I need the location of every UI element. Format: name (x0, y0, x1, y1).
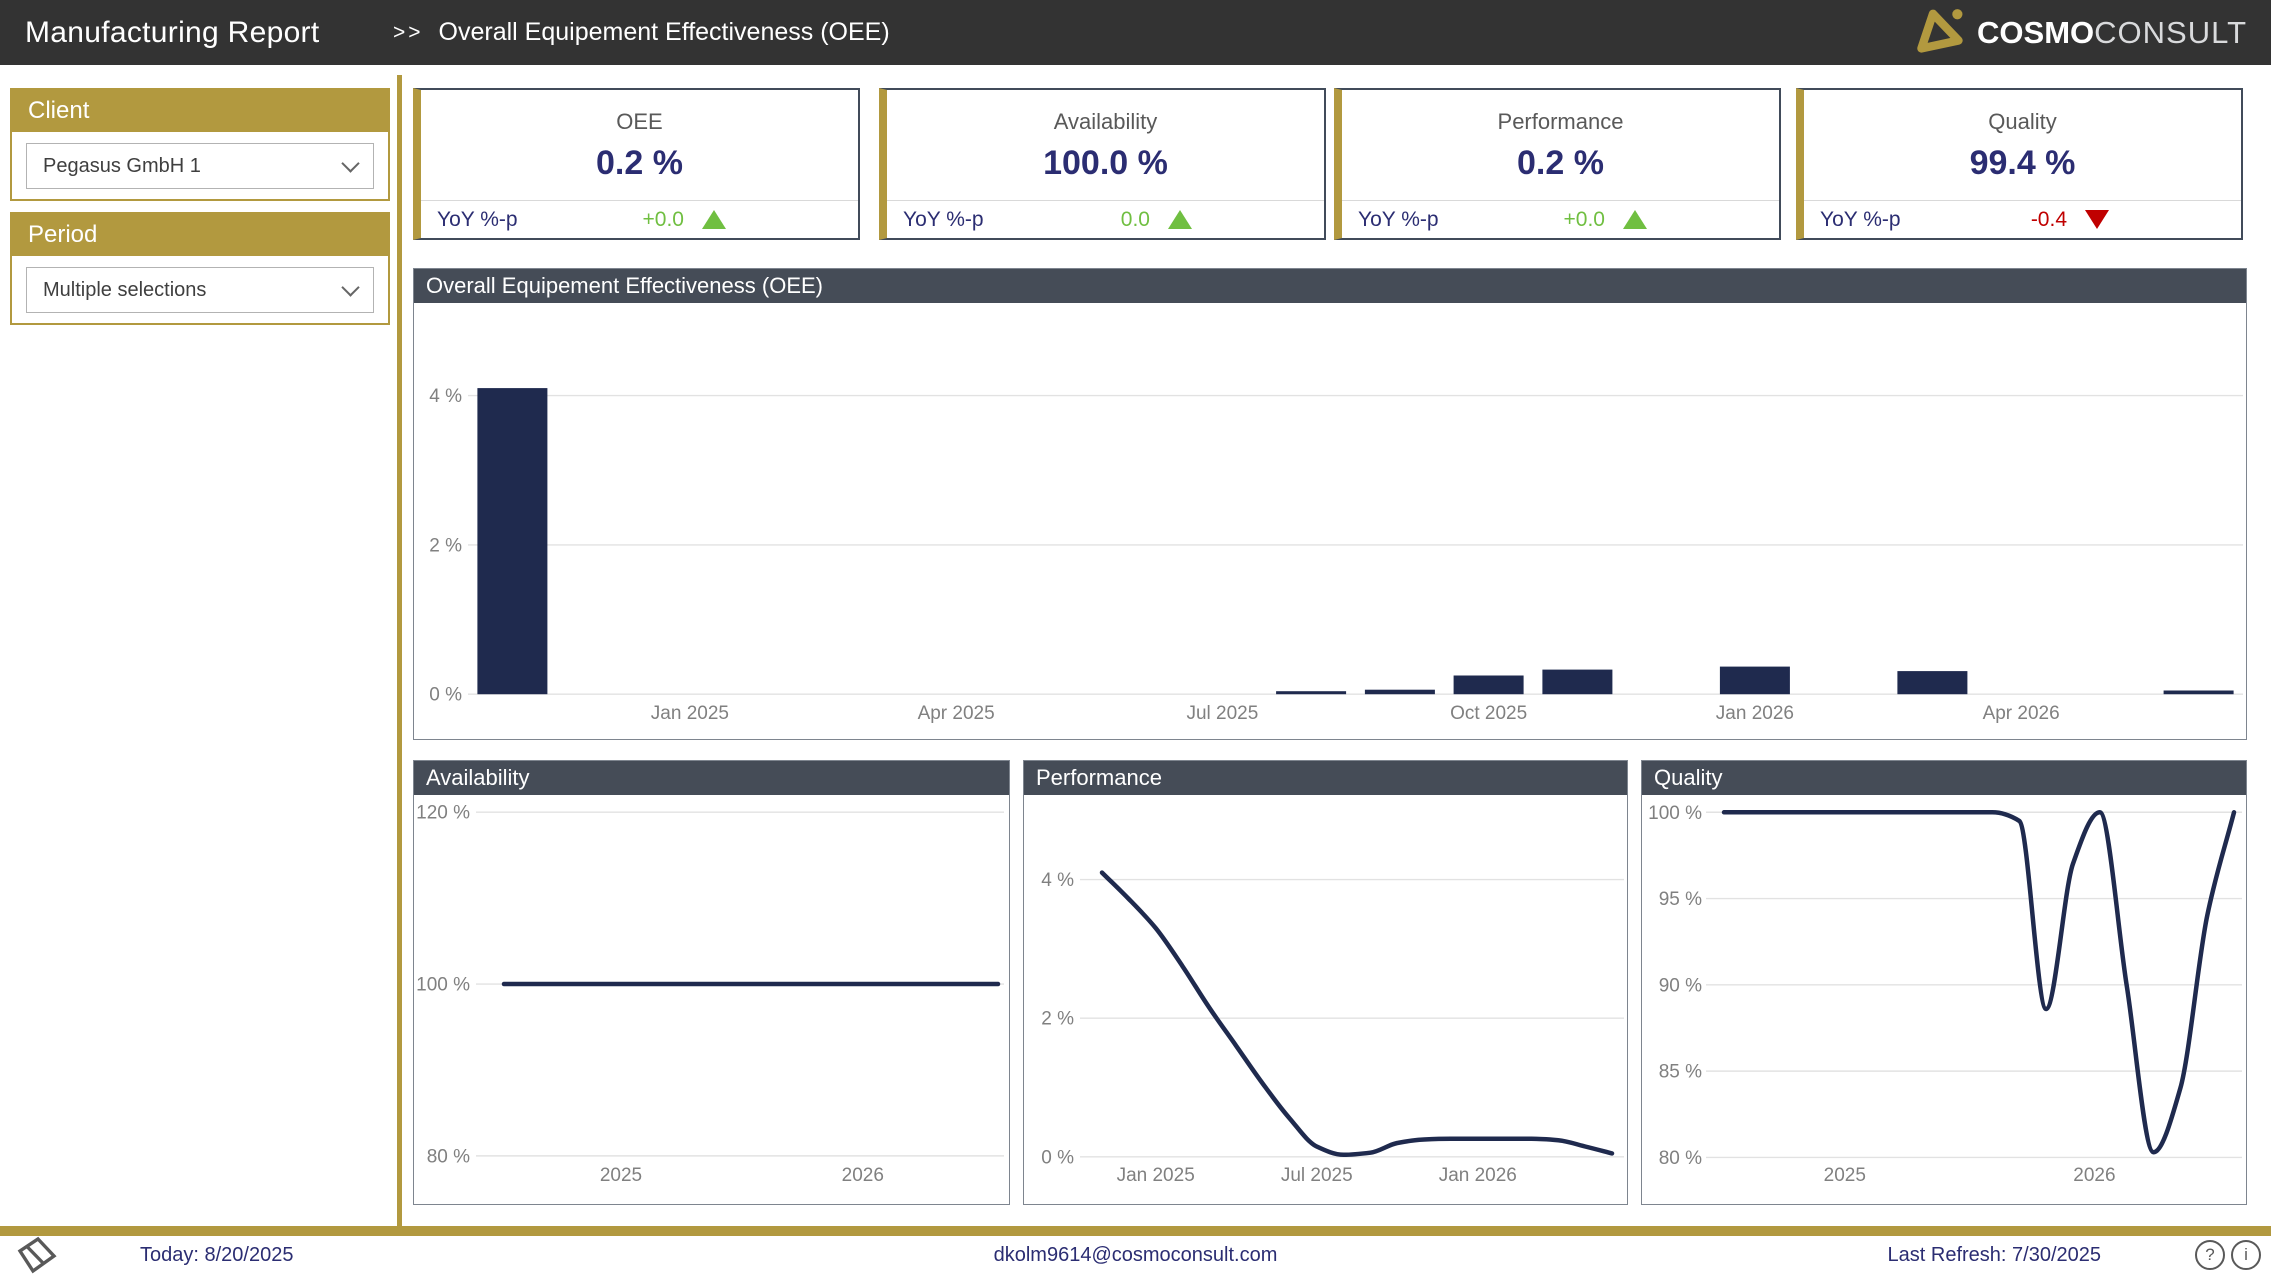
sidebar-separator (397, 75, 402, 1226)
availability-chart-title: Availability (414, 761, 1009, 795)
quality-line-chart[interactable]: 80 % 85 % 90 % 95 % 100 % 2025 2026 (1642, 795, 2246, 1204)
dashboard: Manufacturing Report >> Overall Equipeme… (0, 0, 2271, 1274)
kpi-value: 99.4 % (1970, 144, 2076, 183)
kpi-yoy-value: +0.0 (1564, 208, 1605, 232)
svg-text:Jul 2025: Jul 2025 (1186, 703, 1258, 724)
kpi-yoy-value: 0.0 (1121, 208, 1150, 232)
kpi-title: Quality (1988, 109, 2056, 135)
svg-text:100 %: 100 % (416, 975, 470, 996)
performance-chart-title: Performance (1024, 761, 1627, 795)
svg-text:120 %: 120 % (416, 803, 470, 824)
svg-text:Jan 2026: Jan 2026 (1439, 1165, 1517, 1186)
svg-text:95 %: 95 % (1659, 889, 1702, 910)
kpi-card-availability[interactable]: Availability 100.0 % YoY %-p 0.0 (879, 88, 1326, 240)
svg-text:4 %: 4 % (429, 386, 462, 407)
svg-text:2025: 2025 (600, 1165, 642, 1186)
availability-chart-panel: Availability 80 % 100 % 120 % 2025 2026 (413, 760, 1010, 1205)
kpi-value: 100.0 % (1043, 144, 1168, 183)
availability-line-chart[interactable]: 80 % 100 % 120 % 2025 2026 (414, 795, 1009, 1204)
kpi-yoy-label: YoY %-p (1358, 208, 1439, 232)
svg-text:4 %: 4 % (1041, 870, 1074, 891)
svg-text:80 %: 80 % (427, 1146, 470, 1167)
kpi-card-performance[interactable]: Performance 0.2 % YoY %-p +0.0 (1334, 88, 1781, 240)
svg-text:Jul 2025: Jul 2025 (1281, 1165, 1353, 1186)
kpi-card-oee[interactable]: OEE 0.2 % YoY %-p +0.0 (413, 88, 860, 240)
quality-chart-title: Quality (1642, 761, 2246, 795)
client-filter-label: Client (12, 90, 388, 132)
performance-chart-panel: Performance 0 % 2 % 4 % Jan 2025 Jul 2025 Jan… (1023, 760, 1628, 1205)
logo-triangle-icon (1909, 5, 1965, 60)
trend-up-icon (1623, 210, 1647, 229)
client-dropdown-value: Pegasus GmbH 1 (43, 155, 201, 178)
trend-up-icon (1168, 210, 1192, 229)
svg-text:2026: 2026 (842, 1165, 884, 1186)
breadcrumb: >> Overall Equipement Effectiveness (OEE… (393, 0, 890, 65)
svg-text:2026: 2026 (2073, 1165, 2115, 1186)
breadcrumb-separator: >> (393, 21, 424, 45)
oee-chart-title: Overall Equipement Effectiveness (OEE) (414, 269, 2246, 303)
kpi-title: OEE (616, 109, 662, 135)
breadcrumb-page: Overall Equipement Effectiveness (OEE) (439, 18, 890, 47)
last-refresh: Last Refresh: 7/30/2025 (1888, 1244, 2101, 1267)
svg-text:Jan 2025: Jan 2025 (1117, 1165, 1195, 1186)
client-dropdown[interactable]: Pegasus GmbH 1 (26, 143, 374, 189)
period-dropdown[interactable]: Multiple selections (26, 267, 374, 313)
svg-text:0 %: 0 % (429, 685, 462, 706)
kpi-yoy-value: -0.4 (2031, 208, 2067, 232)
svg-text:Apr 2025: Apr 2025 (918, 703, 995, 724)
svg-text:100 %: 100 % (1648, 803, 1702, 824)
svg-text:90 %: 90 % (1659, 975, 1702, 996)
cosmo-consult-logo: COSMOCONSULT (1909, 0, 2247, 65)
client-filter-card: Client Pegasus GmbH 1 (10, 88, 390, 201)
svg-text:Apr 2026: Apr 2026 (1983, 703, 2060, 724)
trend-up-icon (702, 210, 726, 229)
oee-bar-chart[interactable]: 0 % 2 % 4 % Jan 2025 Apr 2025 Jul 2025 Oct 202… (414, 303, 2246, 739)
kpi-value: 0.2 % (596, 144, 683, 183)
period-dropdown-value: Multiple selections (43, 279, 206, 302)
svg-text:85 %: 85 % (1659, 1062, 1702, 1083)
kpi-yoy-label: YoY %-p (1820, 208, 1901, 232)
svg-text:2 %: 2 % (1041, 1009, 1074, 1030)
help-icon[interactable]: ? (2195, 1240, 2225, 1270)
period-filter-label: Period (12, 214, 388, 256)
page-title: Manufacturing Report (25, 0, 320, 65)
svg-text:Jan 2026: Jan 2026 (1716, 703, 1794, 724)
kpi-yoy-label: YoY %-p (903, 208, 984, 232)
kpi-yoy-label: YoY %-p (437, 208, 518, 232)
logo-text: COSMOCONSULT (1977, 15, 2247, 51)
svg-text:80 %: 80 % (1659, 1148, 1702, 1169)
kpi-card-quality[interactable]: Quality 99.4 % YoY %-p -0.4 (1796, 88, 2243, 240)
kpi-yoy-value: +0.0 (643, 208, 684, 232)
svg-text:0 %: 0 % (1041, 1147, 1074, 1168)
chevron-down-icon (341, 154, 359, 172)
period-filter-card: Period Multiple selections (10, 212, 390, 325)
svg-text:Oct 2025: Oct 2025 (1450, 703, 1527, 724)
status-bar: Today: 8/20/2025 dkolm9614@cosmoconsult.… (0, 1236, 2271, 1274)
chevron-down-icon (341, 278, 359, 296)
kpi-value: 0.2 % (1517, 144, 1604, 183)
kpi-title: Performance (1498, 109, 1624, 135)
kpi-title: Availability (1054, 109, 1158, 135)
trend-down-icon (2085, 210, 2109, 229)
oee-chart-panel: Overall Equipement Effectiveness (OEE) 0… (413, 268, 2247, 740)
performance-line-chart[interactable]: 0 % 2 % 4 % Jan 2025 Jul 2025 Jan 2026 (1024, 795, 1627, 1204)
svg-text:2 %: 2 % (429, 535, 462, 556)
svg-text:2025: 2025 (1824, 1165, 1866, 1186)
info-icon[interactable]: i (2231, 1240, 2261, 1270)
app-header: Manufacturing Report >> Overall Equipeme… (0, 0, 2271, 65)
footer-accent-bar (0, 1226, 2271, 1236)
svg-text:Jan 2025: Jan 2025 (651, 703, 729, 724)
quality-chart-panel: Quality 80 % 85 % 90 % 95 % 100 % 2025 2026 (1641, 760, 2247, 1205)
